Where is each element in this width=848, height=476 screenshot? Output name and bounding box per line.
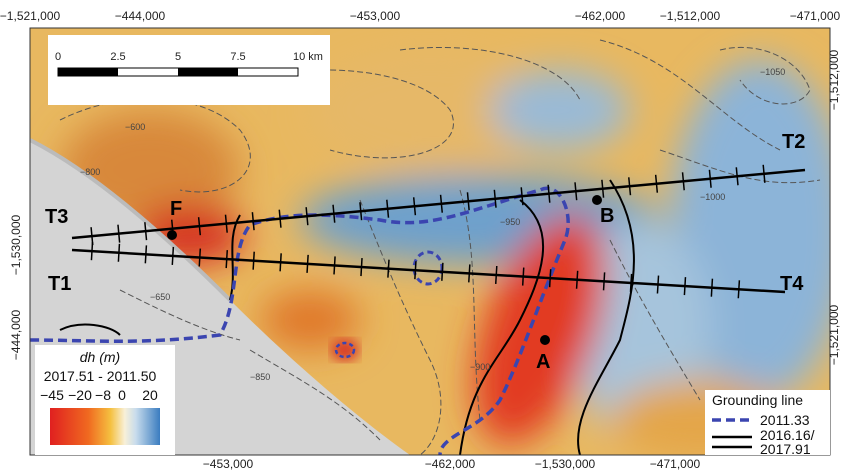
transect-tick (199, 249, 200, 267)
coord-label: −1,521,000 (827, 304, 841, 365)
legend-entry: 2017.91 (760, 441, 811, 457)
coord-label: −471,000 (650, 457, 701, 471)
transect-tick (657, 276, 658, 294)
legend-entry: 2011.33 (760, 412, 810, 428)
transect-tick (577, 271, 578, 289)
legend-tick: 0 (118, 387, 126, 403)
transect-tick (631, 274, 632, 292)
transect-tick (523, 268, 524, 286)
scale-label: 7.5 (230, 51, 245, 63)
transect-tick (307, 255, 308, 273)
scale-label: 0 (55, 51, 61, 63)
legend-title: dh (m) (80, 349, 120, 365)
colorbar (50, 408, 160, 445)
coord-label: −462,000 (425, 457, 476, 471)
transect-tick (415, 261, 416, 279)
transect-tick (118, 244, 119, 262)
point-label: F (170, 198, 182, 220)
transect-tick (496, 266, 497, 284)
contour-label: −600 (125, 122, 145, 132)
contour-label: −950 (500, 217, 520, 227)
coord-label: −444,000 (9, 309, 23, 360)
transect-tick (280, 253, 281, 271)
transect-label: T4 (780, 273, 804, 295)
transect-tick (684, 277, 685, 295)
legend-tick: −45 (40, 387, 64, 403)
contour-label: −1050 (760, 67, 785, 77)
dh-legend: dh (m) 2017.51 - 2011.50 −45 −20 −8 0 20 (35, 345, 175, 455)
coord-label: −1,530,000 (9, 214, 23, 275)
grounding-legend: Grounding line 2011.33 2016.16/ 2017.91 (705, 390, 830, 457)
transect-tick (442, 263, 443, 281)
point-label: A (536, 351, 550, 373)
legend-tick: −8 (95, 387, 111, 403)
transect-tick (550, 269, 551, 287)
transect-tick (388, 260, 389, 278)
transect-tick (469, 264, 470, 282)
transect-tick (711, 279, 712, 297)
legend-title: Grounding line (712, 392, 803, 408)
scale-bar: 0 2.5 5 7.5 10 km (48, 35, 330, 105)
top-axis: −1,521,000 −444,000 −453,000 −462,000 −1… (0, 9, 841, 23)
transect-tick (253, 252, 254, 270)
transect-tick (361, 258, 362, 276)
scale-label: 10 km (293, 51, 323, 63)
bottom-axis: −453,000 −462,000 −1,530,000 −471,000 (203, 457, 701, 471)
contour-label: −900 (470, 362, 490, 372)
coord-label: −453,000 (203, 457, 254, 471)
legend-tick: 20 (142, 387, 158, 403)
transect-tick (604, 272, 605, 290)
transect-tick (334, 256, 335, 274)
transect-tick (226, 250, 227, 268)
contour-label: −650 (150, 292, 170, 302)
legend-tick: −20 (68, 387, 92, 403)
coord-label: −1,521,000 (0, 9, 61, 23)
coord-label: −444,000 (115, 9, 166, 23)
transect-label: T1 (48, 273, 71, 295)
transect-tick (172, 247, 173, 265)
coord-label: −1,530,000 (535, 457, 596, 471)
map-figure: −600 −800 −650 −900 −850 −1000 −1050 −95… (0, 0, 848, 471)
transect-tick (738, 280, 739, 298)
contour-label: −800 (80, 167, 100, 177)
point-label: B (600, 205, 614, 227)
transect-label: T2 (782, 131, 805, 153)
coord-label: −1,512,000 (660, 9, 721, 23)
scale-label: 5 (175, 51, 181, 63)
contour-label: −850 (250, 372, 270, 382)
coord-label: −471,000 (790, 9, 841, 23)
legend-period: 2017.51 - 2011.50 (44, 368, 157, 384)
transect-label: T3 (45, 206, 68, 228)
transect-tick (145, 245, 146, 263)
coord-label: −462,000 (575, 9, 626, 23)
coord-label: −453,000 (350, 9, 401, 23)
contour-label: −1000 (700, 192, 725, 202)
scale-label: 2.5 (110, 51, 125, 63)
coord-label: −1,512,000 (827, 49, 841, 110)
transect-tick (91, 242, 92, 260)
